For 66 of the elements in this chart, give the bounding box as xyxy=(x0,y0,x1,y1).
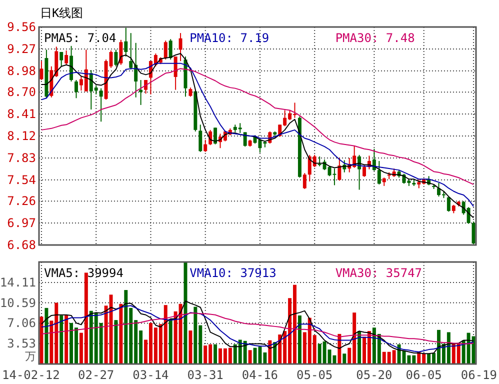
y-tick-label: 7.26 xyxy=(7,194,36,208)
candlestick xyxy=(74,79,78,99)
y-tick-label: 8.98 xyxy=(7,64,36,78)
x-tick-label: 05-05 xyxy=(296,368,333,382)
text: 万 xyxy=(25,350,36,363)
candlestick xyxy=(446,196,450,212)
x-tick-label: 14-02-12 xyxy=(2,368,60,382)
y-tick-label: 6.97 xyxy=(7,216,36,230)
chart-title: 日K线图 xyxy=(40,6,84,20)
candlestick xyxy=(99,88,103,122)
y-tick-label: 7.83 xyxy=(7,150,36,165)
bar xyxy=(358,331,362,364)
y-tick-label: 9.27 xyxy=(7,42,36,56)
candlestick xyxy=(168,38,172,60)
bar xyxy=(298,315,302,364)
candlestick xyxy=(64,50,68,66)
candlestick xyxy=(188,87,192,98)
bar xyxy=(214,344,218,364)
bar xyxy=(119,304,123,364)
candlestick xyxy=(174,56,178,90)
x-tick-label: 04-16 xyxy=(242,368,278,382)
bar xyxy=(188,330,192,364)
x-tick-label: 03-31 xyxy=(187,368,224,382)
y-tick-label: 3.53 xyxy=(7,336,36,351)
x-tick-label: 05-20 xyxy=(356,368,392,382)
candlestick xyxy=(302,172,306,190)
bar xyxy=(114,320,118,364)
y-tick-label: 7.06 xyxy=(7,316,36,330)
candlestick xyxy=(338,157,342,182)
text: PMA30: 7.48 xyxy=(335,31,415,45)
y-tick-label: 8.12 xyxy=(7,129,36,143)
y-tick-label: 14.11 xyxy=(0,275,36,290)
bar xyxy=(248,350,252,364)
text: VMA10: 37913 xyxy=(190,266,276,280)
candlestick xyxy=(124,27,128,58)
series-label: PMA10: 7.19 xyxy=(190,31,270,45)
y-tick-label: 7.54 xyxy=(7,172,36,187)
bar xyxy=(60,315,64,364)
series-label: PMA5: 7.04 xyxy=(44,31,116,45)
candlestick xyxy=(214,127,218,145)
candlestick xyxy=(114,49,118,67)
y-tick-label: 6.68 xyxy=(7,238,36,252)
series-label: VMA5: 39994 xyxy=(44,266,124,280)
y-tick-label: 8.70 xyxy=(7,85,36,100)
bar xyxy=(64,314,68,364)
bar xyxy=(44,308,48,364)
candlestick xyxy=(198,124,202,152)
bar xyxy=(168,318,172,364)
candlestick xyxy=(377,160,381,185)
x-tick-label: 02-27 xyxy=(78,368,114,382)
candlestick xyxy=(60,51,64,67)
line-series xyxy=(40,312,474,344)
candlestick xyxy=(178,32,182,62)
y-tick-label: 10.59 xyxy=(0,296,36,310)
candlestick xyxy=(164,40,168,60)
x-tick-label: 06-19 xyxy=(460,368,497,382)
x-tick-label: 03-14 xyxy=(132,368,169,382)
x-tick-label: 06-05 xyxy=(406,368,442,382)
bar xyxy=(342,354,346,364)
candlestick xyxy=(204,139,208,152)
candlestick xyxy=(362,164,366,178)
y-tick-label: 9.56 xyxy=(7,20,36,34)
candlestick xyxy=(243,132,247,148)
text: VMA30: 35747 xyxy=(335,266,422,280)
candlestick xyxy=(472,221,476,245)
y-tick-label: 8.41 xyxy=(7,107,36,122)
